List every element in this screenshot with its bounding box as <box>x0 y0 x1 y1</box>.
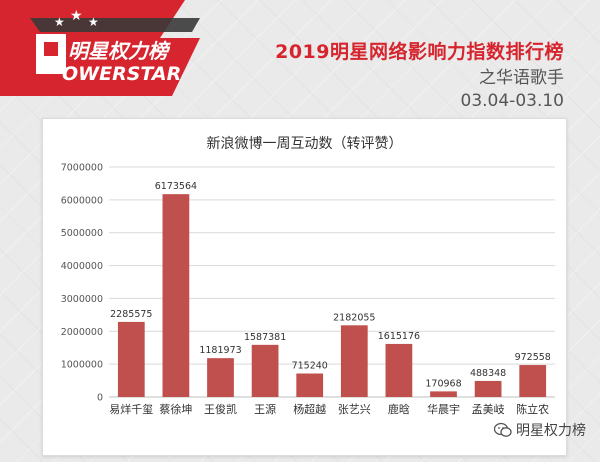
header: 2019明星网络影响力指数排行榜 之华语歌手 03.04-03.10 <box>275 40 564 112</box>
date-range: 03.04-03.10 <box>460 91 564 111</box>
data-label: 1615176 <box>378 331 420 342</box>
x-tick-label: 鹿晗 <box>388 402 410 416</box>
wechat-icon <box>494 422 512 437</box>
bar <box>340 325 368 397</box>
y-tick-label: 7000000 <box>61 163 103 174</box>
y-tick-label: 2000000 <box>61 327 103 338</box>
x-tick-label: 孟美岐 <box>472 403 505 416</box>
watermark-text: 明星权力榜 <box>516 423 586 439</box>
data-label: 488348 <box>470 368 506 379</box>
y-tick-label: 4000000 <box>61 261 103 272</box>
bar <box>474 380 502 397</box>
bar <box>162 194 190 397</box>
page-subtitle: 之华语歌手 <box>479 68 564 88</box>
bar-chart: 0 1000000 2000000 3000000 4000000 5000000 6000… <box>61 163 555 416</box>
x-tick-label: 王俊凯 <box>204 402 237 416</box>
data-label: 2182055 <box>333 312 375 323</box>
y-tick-label: 6000000 <box>61 195 103 206</box>
data-label: 6173564 <box>155 181 197 192</box>
logo-graphic: ★ ★ ★ 明星权力榜 OWERSTAR <box>0 0 200 96</box>
logo-dark-strip <box>30 18 200 32</box>
x-tick-label: 杨超越 <box>293 402 326 416</box>
page-title: 2019明星网络影响力指数排行榜 <box>275 41 564 63</box>
x-tick-label: 陈立农 <box>516 402 549 416</box>
bar <box>385 343 413 397</box>
data-label: 1181973 <box>199 345 241 356</box>
data-label: 170968 <box>425 378 461 389</box>
x-tick-label: 华晨宇 <box>427 402 460 416</box>
logo-p-hole <box>44 42 58 56</box>
bar <box>251 344 279 397</box>
x-tick-label: 王源 <box>254 402 276 416</box>
powerstar-logo: ★ ★ ★ 明星权力榜 OWERSTAR <box>0 0 210 100</box>
x-tick-label: 张艺兴 <box>338 403 371 416</box>
chart-card: 新浪微博一周互动数（转评赞） 0 1000000 2000000 3000000 400… <box>42 118 567 456</box>
data-label: 2285575 <box>110 309 152 320</box>
data-label: 715240 <box>292 360 328 371</box>
y-tick-label: 5000000 <box>61 228 103 239</box>
watermark: 明星权力榜 <box>494 420 586 440</box>
logo-text-top: 明星权力榜 <box>68 39 171 63</box>
bar <box>117 321 145 397</box>
bar <box>430 391 457 397</box>
logo-text-bottom: OWERSTAR <box>62 63 181 85</box>
star-icon: ★ <box>88 15 99 29</box>
x-tick-label: 易烊千玺 <box>109 402 153 416</box>
chart-title: 新浪微博一周互动数（转评赞） <box>206 136 403 152</box>
star-icon: ★ <box>54 15 65 29</box>
data-label: 1587381 <box>244 332 286 343</box>
data-label: 972558 <box>515 352 551 363</box>
bar <box>296 373 324 397</box>
bar <box>519 365 547 397</box>
star-icon: ★ <box>70 8 83 24</box>
y-tick-label: 0 <box>97 393 103 404</box>
bar <box>207 358 234 397</box>
y-tick-label: 3000000 <box>61 294 103 305</box>
x-tick-label: 蔡徐坤 <box>159 402 192 416</box>
y-tick-label: 1000000 <box>61 360 103 371</box>
